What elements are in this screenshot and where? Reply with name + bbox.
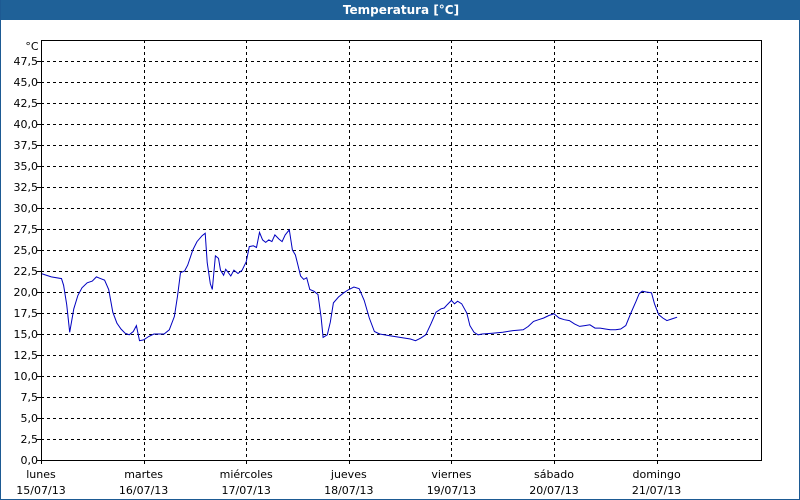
x-tick-day-label: domingo (633, 468, 681, 481)
grid (41, 40, 761, 460)
y-tick-label: 40,0 (14, 118, 39, 131)
series-line (40, 228, 678, 342)
y-tick-label: 37,5 (14, 139, 39, 152)
axes (37, 40, 762, 464)
y-tick-label: 5,0 (21, 412, 39, 425)
x-tick-date-label: 20/07/13 (529, 484, 578, 497)
plot-frame (41, 40, 762, 461)
y-axis-unit: °C (25, 40, 39, 53)
series-layer (40, 228, 678, 342)
y-tick-label: 7,5 (21, 391, 39, 404)
x-tick-day-label: miércoles (220, 468, 273, 481)
x-tick-day-label: martes (124, 468, 163, 481)
y-tick-label: 20,0 (14, 286, 39, 299)
x-tick-date-label: 21/07/13 (632, 484, 681, 497)
y-tick-label: 10,0 (14, 370, 39, 383)
y-tick-label: 15,0 (14, 328, 39, 341)
y-tick-label: 12,5 (14, 349, 39, 362)
x-tick-day-label: viernes (431, 468, 471, 481)
y-tick-label: 32,5 (14, 181, 39, 194)
x-tick-day-label: lunes (26, 468, 56, 481)
y-tick-label: 22,5 (14, 265, 39, 278)
y-tick-label: 45,0 (14, 76, 39, 89)
y-tick-label: 30,0 (14, 202, 39, 215)
x-tick-day-label: sábado (534, 468, 574, 481)
y-tick-label: 47,5 (14, 55, 39, 68)
y-tick-label: 17,5 (14, 307, 39, 320)
x-tick-date-label: 15/07/13 (16, 484, 65, 497)
y-tick-label: 2,5 (21, 433, 39, 446)
x-tick-date-label: 17/07/13 (221, 484, 270, 497)
y-tick-label: 42,5 (14, 97, 39, 110)
y-tick-label: 35,0 (14, 160, 39, 173)
y-tick-label: 25,0 (14, 244, 39, 257)
y-tick-label: 27,5 (14, 223, 39, 236)
x-tick-date-label: 19/07/13 (427, 484, 476, 497)
x-tick-day-label: jueves (330, 468, 367, 481)
y-tick-label: 0,0 (21, 454, 39, 467)
x-tick-date-label: 16/07/13 (119, 484, 168, 497)
x-tick-date-label: 18/07/13 (324, 484, 373, 497)
tick-labels: 0,0 2,5 5,0 7,5 10,0 12,5 15,0 17,5 20,0 22,5 25,0… (14, 40, 682, 497)
window-title: Temperatura [°C] (1, 0, 800, 20)
